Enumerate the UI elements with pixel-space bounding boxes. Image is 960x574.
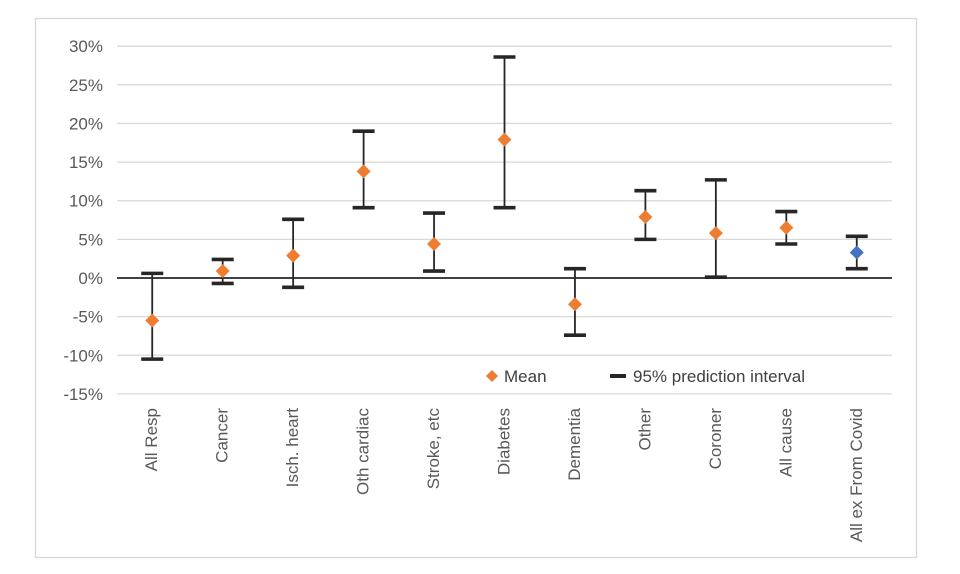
mean-point-other bbox=[638, 209, 653, 224]
x-category-label-coroner: Coroner bbox=[706, 408, 725, 470]
x-category-label-cancer: Cancer bbox=[213, 408, 232, 463]
mean-point-isch-heart bbox=[286, 248, 301, 263]
mean-point-all-resp bbox=[145, 313, 160, 328]
x-category-label-dementia: Dementia bbox=[565, 407, 584, 480]
mean-point-cancer bbox=[215, 264, 230, 279]
mean-point-all-ex-from-covid bbox=[849, 245, 864, 260]
y-tick-label-30: 30% bbox=[69, 37, 103, 56]
y-tick-label-5: -5% bbox=[73, 308, 103, 327]
x-category-label-stroke-etc: Stroke, etc bbox=[424, 408, 443, 490]
legend-item-mean: Mean bbox=[486, 367, 547, 386]
y-tick-label-20: 20% bbox=[69, 114, 103, 133]
legend-mean-diamond-icon bbox=[486, 370, 498, 382]
legend-interval-label: 95% prediction interval bbox=[633, 367, 805, 386]
x-axis-labels: All Resp Cancer Isch. heart Oth cardiac Stro… bbox=[142, 407, 866, 542]
mean-point-all-cause bbox=[779, 220, 794, 235]
y-tick-label-15: -15% bbox=[63, 385, 103, 404]
mean-point-diabetes bbox=[497, 132, 512, 147]
mean-points bbox=[145, 132, 864, 328]
legend: Mean 95% prediction interval bbox=[486, 367, 805, 386]
gridlines bbox=[117, 45, 892, 395]
mean-point-coroner bbox=[708, 226, 723, 241]
y-tick-label-5: 5% bbox=[78, 230, 103, 249]
legend-item-prediction-interval: 95% prediction interval bbox=[610, 367, 805, 386]
x-category-label-oth-cardiac: Oth cardiac bbox=[354, 408, 373, 495]
error-bar-diabetes bbox=[493, 55, 516, 210]
chart-border bbox=[34, 17, 918, 559]
mean-point-stroke-etc bbox=[427, 236, 442, 251]
x-category-label-all-resp: All Resp bbox=[142, 408, 161, 471]
y-tick-label-25: 25% bbox=[69, 76, 103, 95]
x-category-label-diabetes: Diabetes bbox=[495, 408, 514, 475]
y-tick-label-0: 0% bbox=[78, 269, 103, 288]
mean-point-oth-cardiac bbox=[356, 164, 371, 179]
y-tick-label-10: 10% bbox=[69, 192, 103, 211]
y-tick-label-15: 15% bbox=[69, 153, 103, 172]
y-axis-labels: 30% 25% 20% 15% 10% 5% 0% -5% -10% -15% bbox=[63, 37, 103, 404]
x-category-label-all-cause: All cause bbox=[776, 408, 795, 477]
x-category-label-isch-heart: Isch. heart bbox=[283, 408, 302, 488]
legend-mean-label: Mean bbox=[504, 367, 547, 386]
y-tick-label-10: -10% bbox=[63, 346, 103, 365]
x-category-label-all-ex-from-covid: All ex From Covid bbox=[847, 408, 866, 542]
mean-point-dementia bbox=[567, 297, 582, 312]
x-category-label-other: Other bbox=[635, 408, 654, 451]
